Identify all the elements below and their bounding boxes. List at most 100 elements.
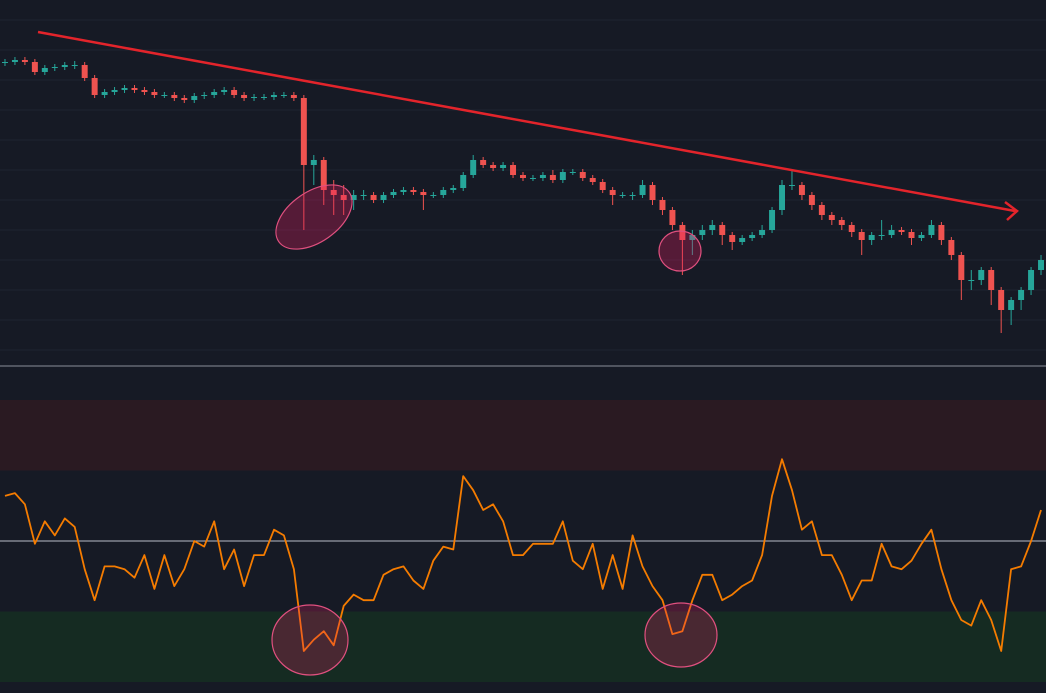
candle-body xyxy=(689,235,696,240)
candle-body xyxy=(450,188,457,190)
candle-body xyxy=(529,178,536,179)
candle-body xyxy=(679,225,686,240)
candle-body xyxy=(669,210,676,225)
candle-body xyxy=(888,230,895,235)
candle-body xyxy=(290,95,297,98)
candle-body xyxy=(251,97,258,98)
candle-body xyxy=(1028,270,1035,290)
candle-body xyxy=(1,62,8,63)
candle-body xyxy=(21,60,28,62)
candle-body xyxy=(171,95,178,98)
highlight xyxy=(271,604,349,676)
candle-body xyxy=(749,235,756,238)
candle-body xyxy=(788,185,795,186)
candle-body xyxy=(310,160,317,165)
candle-body xyxy=(938,225,945,240)
candle-body xyxy=(161,95,168,96)
candle-body xyxy=(739,238,746,242)
candle-body xyxy=(380,195,387,200)
candle-body xyxy=(948,240,955,255)
candle-body xyxy=(121,88,128,90)
candle-body xyxy=(709,225,716,230)
candles xyxy=(1,57,1045,333)
candle-body xyxy=(91,78,98,95)
candle-body xyxy=(510,165,517,175)
candle-body xyxy=(828,215,835,220)
candle-body xyxy=(300,98,307,165)
candle-body xyxy=(779,185,785,210)
candle-body xyxy=(131,88,138,90)
candle-body xyxy=(490,165,497,168)
candle-body xyxy=(151,92,158,95)
candle-body xyxy=(111,90,118,92)
candle-body xyxy=(231,90,238,95)
candle-body xyxy=(988,270,995,290)
candle-body xyxy=(998,290,1005,310)
candle-body xyxy=(340,195,347,200)
candle-body xyxy=(181,98,188,100)
candle-body xyxy=(390,192,397,195)
candle-body xyxy=(320,160,327,190)
zone xyxy=(0,611,1046,682)
candle-body xyxy=(261,97,267,98)
candle-body xyxy=(699,230,706,235)
candle-body xyxy=(61,65,68,67)
candle-body xyxy=(460,175,467,188)
candle-body xyxy=(51,67,58,68)
candle-body xyxy=(759,230,766,235)
oscillator-line xyxy=(4,458,1042,652)
candle-body xyxy=(41,68,48,72)
candle-body xyxy=(201,95,208,96)
candle-body xyxy=(898,230,905,232)
candle-body xyxy=(1038,260,1045,270)
candle-body xyxy=(918,235,925,238)
candle-body xyxy=(360,195,367,196)
candle-body xyxy=(31,62,38,72)
candle-body xyxy=(858,232,865,240)
candle-body xyxy=(470,160,477,175)
candle-body xyxy=(500,165,507,168)
candle-body xyxy=(848,225,855,232)
candle-body xyxy=(330,190,337,195)
trend-arrow xyxy=(1004,201,1019,221)
candle-body xyxy=(818,205,825,215)
candle-body xyxy=(769,210,776,230)
candle-body xyxy=(420,192,427,195)
trend-line xyxy=(37,30,1016,213)
candle-body xyxy=(539,175,546,178)
zones xyxy=(0,400,1046,682)
candle-body xyxy=(968,280,975,281)
candle-body xyxy=(719,225,726,235)
candle-body xyxy=(559,172,566,180)
candle-body xyxy=(589,178,596,182)
highlight xyxy=(644,602,718,668)
candle-body xyxy=(629,195,636,196)
candle-body xyxy=(729,235,736,242)
candle-body xyxy=(928,225,935,235)
candle-body xyxy=(81,65,88,78)
candle-body xyxy=(579,172,586,178)
candle-body xyxy=(569,172,576,173)
candle-body xyxy=(599,182,606,190)
candle-body xyxy=(649,185,656,200)
candle-body xyxy=(71,65,78,66)
candle-body xyxy=(619,195,626,196)
candle-body xyxy=(868,235,875,240)
highlight xyxy=(275,184,353,250)
candle-body xyxy=(549,175,556,180)
candle-body xyxy=(241,95,248,98)
candle-body xyxy=(978,270,985,280)
candle-body xyxy=(808,195,815,205)
candle-body xyxy=(270,95,277,97)
candle-body xyxy=(410,190,417,192)
candle-body xyxy=(838,220,845,225)
candle-body xyxy=(350,195,357,200)
oscillator xyxy=(4,458,1042,652)
candle-body xyxy=(520,175,526,178)
candle-body xyxy=(480,160,487,165)
candle-body xyxy=(191,96,198,100)
candle-body xyxy=(370,195,377,200)
candle-body xyxy=(878,235,885,236)
